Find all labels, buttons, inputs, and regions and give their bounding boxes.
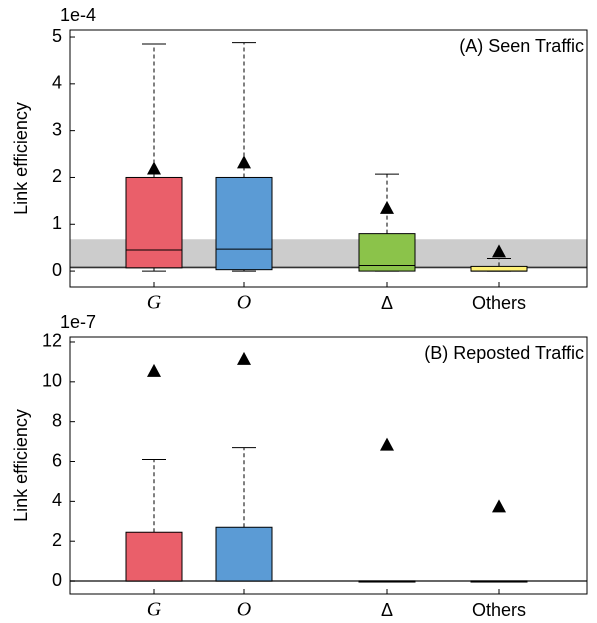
x-tick-label: O (237, 599, 251, 621)
y-tick-label: 1 (52, 213, 62, 233)
y-tick-label: 12 (42, 331, 62, 351)
mean-marker (147, 363, 161, 377)
x-tick-label: Others (472, 293, 526, 313)
y-tick-label: 4 (52, 73, 62, 93)
y-tick-label: 10 (42, 371, 62, 391)
x-tick-label: Δ (381, 600, 393, 620)
y-tick-label: 0 (52, 570, 62, 590)
box (215, 176, 273, 271)
box (125, 176, 183, 269)
mean-marker (237, 351, 251, 365)
y-tick-label: 3 (52, 119, 62, 139)
annotation: (A) Seen Traffic (459, 36, 584, 56)
y-axis-label: Link efficiency (11, 102, 31, 215)
mean-marker (380, 200, 394, 214)
offset-label: 1e-7 (60, 312, 96, 332)
x-tick-label: Δ (381, 293, 393, 313)
y-tick-label: 6 (52, 450, 62, 470)
plot-frame (69, 29, 588, 288)
annotation: (B) Reposted Traffic (424, 343, 584, 363)
mean-marker (492, 499, 506, 513)
x-tick-label: O (237, 292, 251, 314)
offset-label: 1e-4 (60, 5, 96, 25)
mean-marker (147, 161, 161, 175)
mean-marker (237, 155, 251, 169)
x-tick-label: Others (472, 600, 526, 620)
x-tick-label: G (147, 292, 162, 314)
box (125, 531, 183, 582)
y-tick-label: 2 (52, 530, 62, 550)
plot-frame (69, 336, 588, 595)
y-axis-label: Link efficiency (11, 409, 31, 522)
y-tick-label: 4 (52, 490, 62, 510)
box (358, 233, 416, 272)
y-tick-label: 5 (52, 26, 62, 46)
box (215, 526, 273, 582)
mean-marker (380, 437, 394, 451)
y-tick-label: 2 (52, 166, 62, 186)
x-tick-label: G (147, 599, 162, 621)
mean-marker (492, 244, 506, 258)
y-tick-label: 0 (52, 260, 62, 280)
y-tick-label: 8 (52, 410, 62, 430)
box (470, 265, 528, 272)
